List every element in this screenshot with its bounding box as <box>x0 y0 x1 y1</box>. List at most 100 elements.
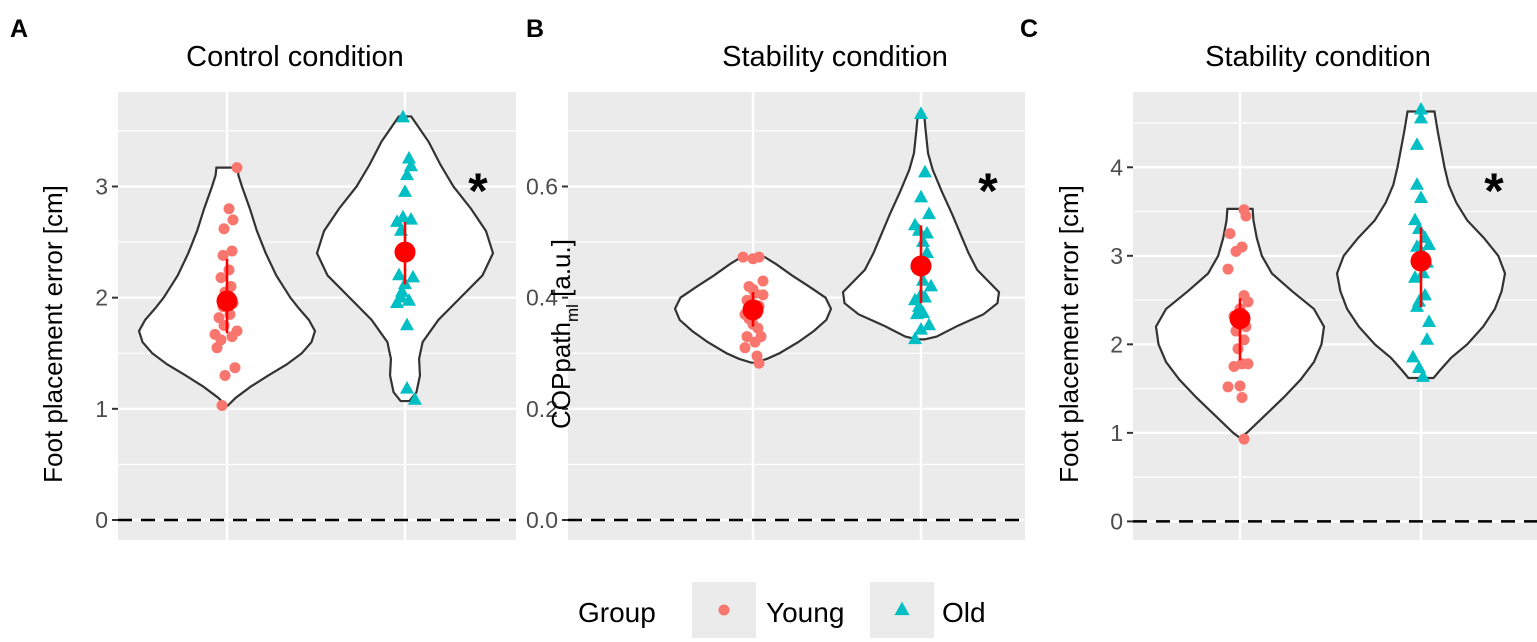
data-point-old <box>1422 314 1436 327</box>
data-point-young <box>217 249 229 261</box>
significance-marker: * <box>468 163 488 219</box>
data-point-young <box>741 331 753 343</box>
data-point-old <box>920 245 934 258</box>
data-point-old <box>404 158 418 172</box>
mean-marker-old <box>910 255 932 277</box>
data-point-old <box>916 234 930 247</box>
y-tick-label: 0.0 <box>526 507 558 533</box>
legend-key-young <box>718 604 730 616</box>
data-point-old <box>402 293 416 306</box>
data-point-old <box>1408 212 1422 226</box>
significance-marker: * <box>1484 163 1504 219</box>
data-point-old <box>1412 221 1426 235</box>
data-point-young <box>226 245 238 257</box>
y-tick-label: 1 <box>1110 420 1123 446</box>
data-point-young <box>215 272 227 284</box>
group-young <box>137 162 317 411</box>
data-point-young <box>223 203 235 215</box>
data-point-young <box>219 369 231 381</box>
y-tick-label: 3 <box>1110 243 1123 269</box>
data-point-young <box>223 264 235 276</box>
legend-title: Group <box>578 597 656 628</box>
data-point-young <box>739 342 751 354</box>
data-point-young <box>213 312 225 324</box>
data-point-young <box>1236 241 1248 253</box>
y-tick-label: 2 <box>1110 331 1123 357</box>
y-axis-title-main: Foot placement error [cm] <box>38 185 68 483</box>
data-point-old <box>1412 360 1426 374</box>
data-point-old <box>390 214 404 227</box>
data-point-old <box>1410 177 1424 190</box>
group-old <box>315 109 495 405</box>
data-point-young <box>231 162 243 174</box>
y-tick-label: 0.2 <box>526 396 558 422</box>
data-point-young <box>737 251 749 263</box>
data-point-young <box>218 223 230 235</box>
legend-key-old <box>894 601 910 616</box>
data-point-old <box>396 109 410 123</box>
group-old <box>1335 101 1507 382</box>
data-point-old <box>914 322 928 335</box>
data-point-old <box>398 184 412 197</box>
y-axis-title: Foot placement error [cm] <box>1054 185 1084 483</box>
mean-marker-young <box>742 299 764 321</box>
data-point-old <box>912 299 926 312</box>
data-point-old <box>1422 237 1436 250</box>
data-point-young <box>1222 263 1234 275</box>
panel-title: Stability condition <box>1205 41 1431 73</box>
data-point-young <box>755 331 767 343</box>
data-point-old <box>1410 137 1424 150</box>
mean-marker-young <box>216 290 238 312</box>
y-tick-label: 0.4 <box>526 285 558 311</box>
data-point-old <box>400 381 414 394</box>
data-point-young <box>229 362 241 374</box>
data-point-old <box>916 273 930 286</box>
panel-title: Stability condition <box>722 41 948 73</box>
legend-label-young: Young <box>766 597 844 628</box>
data-point-old <box>406 269 420 283</box>
y-axis-title-main: COPpath <box>546 322 576 429</box>
data-point-old <box>400 317 414 331</box>
data-point-old <box>392 267 406 281</box>
y-tick-label: 0 <box>95 507 108 533</box>
y-tick-label: 1 <box>95 396 108 422</box>
data-point-old <box>408 392 422 405</box>
data-point-young <box>743 281 755 293</box>
y-tick-label: 4 <box>1110 154 1123 180</box>
data-point-old <box>1414 110 1428 124</box>
data-point-old <box>402 150 416 164</box>
data-point-old <box>914 106 928 120</box>
data-point-young <box>209 328 221 340</box>
data-point-young <box>1238 204 1250 216</box>
legend: Group Young Old <box>578 582 986 638</box>
data-point-old <box>922 317 936 331</box>
data-point-old <box>1416 369 1430 382</box>
data-point-old <box>1408 270 1422 283</box>
data-point-young <box>1236 391 1248 403</box>
y-tick-label: 3 <box>95 173 108 199</box>
y-tick-label: 0 <box>1110 508 1123 534</box>
legend-label-old: Old <box>942 597 986 628</box>
y-tick-label: 2 <box>95 285 108 311</box>
data-point-old <box>396 209 410 223</box>
panel-title: Control condition <box>186 41 404 73</box>
panel-letter: A <box>10 15 28 43</box>
data-point-young <box>757 275 769 287</box>
y-axis-title-unit: [a.u.] <box>546 239 576 304</box>
panel-a: 0 1 2 3 * A Control condition Foot placement er… <box>10 15 516 540</box>
mean-marker-old <box>394 241 416 263</box>
data-point-old <box>400 167 414 181</box>
y-axis-title: Foot placement error [cm] <box>38 185 68 483</box>
data-point-old <box>1406 349 1420 363</box>
data-point-old <box>1414 101 1428 115</box>
data-point-young <box>1222 381 1234 393</box>
data-point-old <box>1414 190 1428 204</box>
data-point-old <box>395 284 409 297</box>
data-point-young <box>751 350 763 362</box>
y-axis-title: COPpathml [a.u.] <box>546 239 582 429</box>
data-point-young <box>227 214 239 226</box>
data-point-young <box>1242 358 1254 370</box>
panels: 0 1 2 3 * A Control condition Foot placement er… <box>10 15 1537 540</box>
y-tick-label: 0.6 <box>526 173 558 199</box>
